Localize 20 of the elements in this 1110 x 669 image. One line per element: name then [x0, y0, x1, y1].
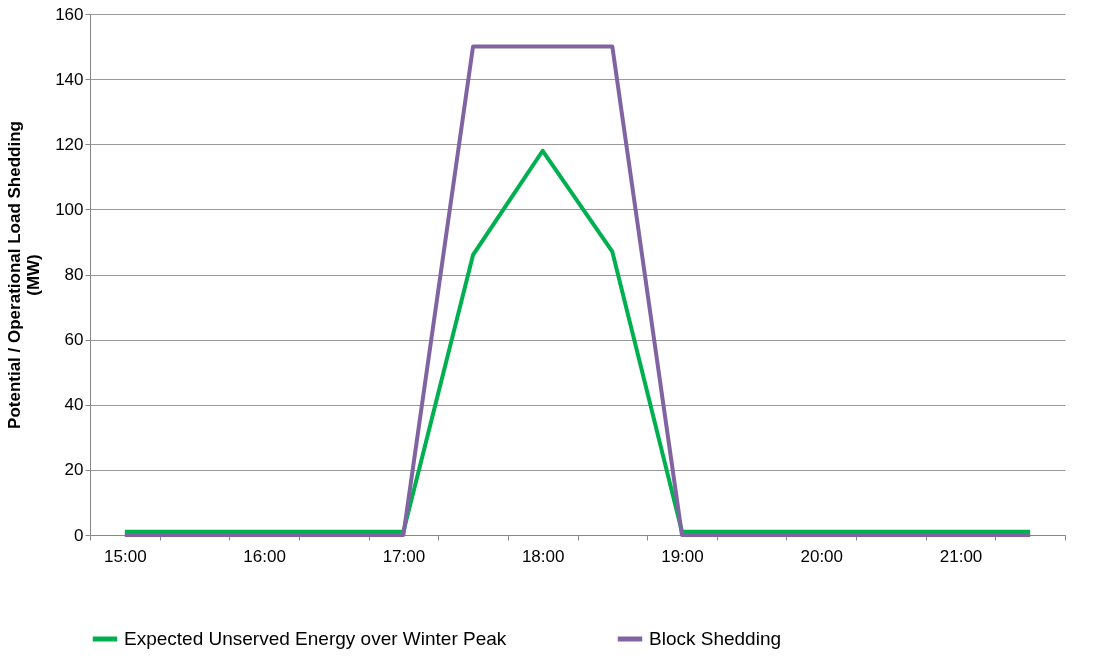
y-tick-label: 120 — [55, 134, 84, 154]
x-tick-label: 16:00 — [243, 546, 286, 566]
x-tick-label: 20:00 — [800, 546, 844, 566]
y-tick-label: 20 — [64, 460, 84, 480]
line-series — [122, 148, 1033, 534]
y-axis-title: Potential / Operational Load Shedding (MW) — [5, 121, 44, 429]
y-tick-label: 40 — [64, 395, 84, 415]
y-tick-label: 100 — [55, 199, 84, 219]
x-tick-label: 19:00 — [661, 546, 704, 566]
y-tick-label: 140 — [55, 69, 84, 89]
y-tick-label: 0 — [74, 525, 84, 545]
y-tick-label: 160 — [55, 4, 84, 24]
y-tick-label: 60 — [64, 330, 84, 350]
x-tick-label: 17:00 — [382, 546, 426, 566]
legend-label: Block Shedding — [649, 628, 782, 649]
x-tick-label: 15:00 — [104, 546, 147, 566]
y-tick-label: 80 — [64, 265, 84, 284]
legend-label: Expected Unserved Energy over Winter Peak — [124, 628, 507, 649]
x-tick-label: 18:00 — [521, 546, 565, 566]
x-tick-label: 21:00 — [939, 546, 983, 566]
